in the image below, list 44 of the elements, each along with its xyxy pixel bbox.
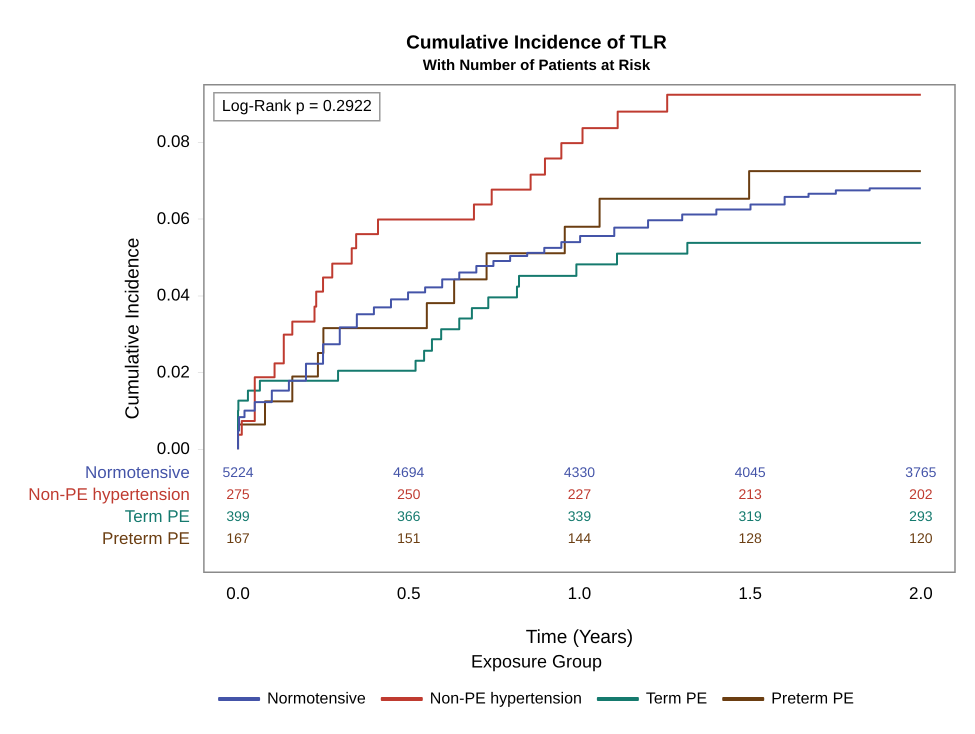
- annotation: 4330: [564, 464, 596, 480]
- text: Preterm PE: [102, 529, 190, 548]
- x-tick-label: 2.0: [909, 584, 933, 604]
- legend-label: Non-PE hypertension: [430, 690, 582, 708]
- annotation: 250: [397, 486, 421, 502]
- annotation: 167: [226, 530, 250, 546]
- annotation: 4045: [734, 464, 766, 480]
- annotation: 120: [909, 530, 933, 546]
- annotation: 202: [909, 486, 933, 502]
- annotation: 5224: [222, 464, 254, 480]
- annotation: 213: [738, 486, 762, 502]
- annotation: 151: [397, 530, 421, 546]
- y-tick-label: 0.00: [156, 439, 190, 458]
- x-tick-label: 0.5: [396, 584, 421, 604]
- y-tick-label: 0.04: [156, 286, 190, 305]
- legend-label: Term PE: [646, 690, 708, 708]
- y-tick-label: 0.02: [156, 362, 190, 382]
- legend-label: Normotensive: [267, 690, 366, 708]
- annotation: 275: [226, 486, 250, 502]
- text: Non-PE hypertension: [28, 485, 190, 504]
- x-tick-label: 0.0: [226, 584, 250, 604]
- chart-title: Cumulative Incidence of TLR: [406, 32, 668, 54]
- annotation: 144: [568, 530, 592, 546]
- legend-title: Exposure Group: [470, 651, 602, 672]
- annotation: 366: [397, 508, 421, 524]
- text: Term PE: [124, 507, 190, 526]
- annotation: Log-Rank p = 0.2922: [222, 98, 372, 116]
- x-tick-label: 1.0: [568, 584, 592, 604]
- annotation: 293: [909, 508, 933, 524]
- annotation: 3765: [905, 464, 937, 480]
- x-tick-label: 1.5: [738, 584, 762, 604]
- annotation: 227: [568, 486, 592, 502]
- annotation: 339: [568, 508, 592, 524]
- annotation: 399: [226, 508, 250, 524]
- annotation: 4694: [393, 464, 425, 480]
- annotation: 319: [738, 508, 762, 524]
- chart-subtitle: With Number of Patients at Risk: [422, 56, 651, 74]
- text: Normotensive: [85, 463, 190, 482]
- y-tick-label: 0.08: [156, 132, 190, 152]
- legend-label: Preterm PE: [771, 690, 854, 708]
- x-axis-title: Time (Years): [526, 627, 634, 648]
- y-axis-title: Cumulative Incidence: [122, 238, 144, 420]
- y-tick-label: 0.06: [156, 208, 190, 228]
- annotation: 128: [738, 530, 762, 546]
